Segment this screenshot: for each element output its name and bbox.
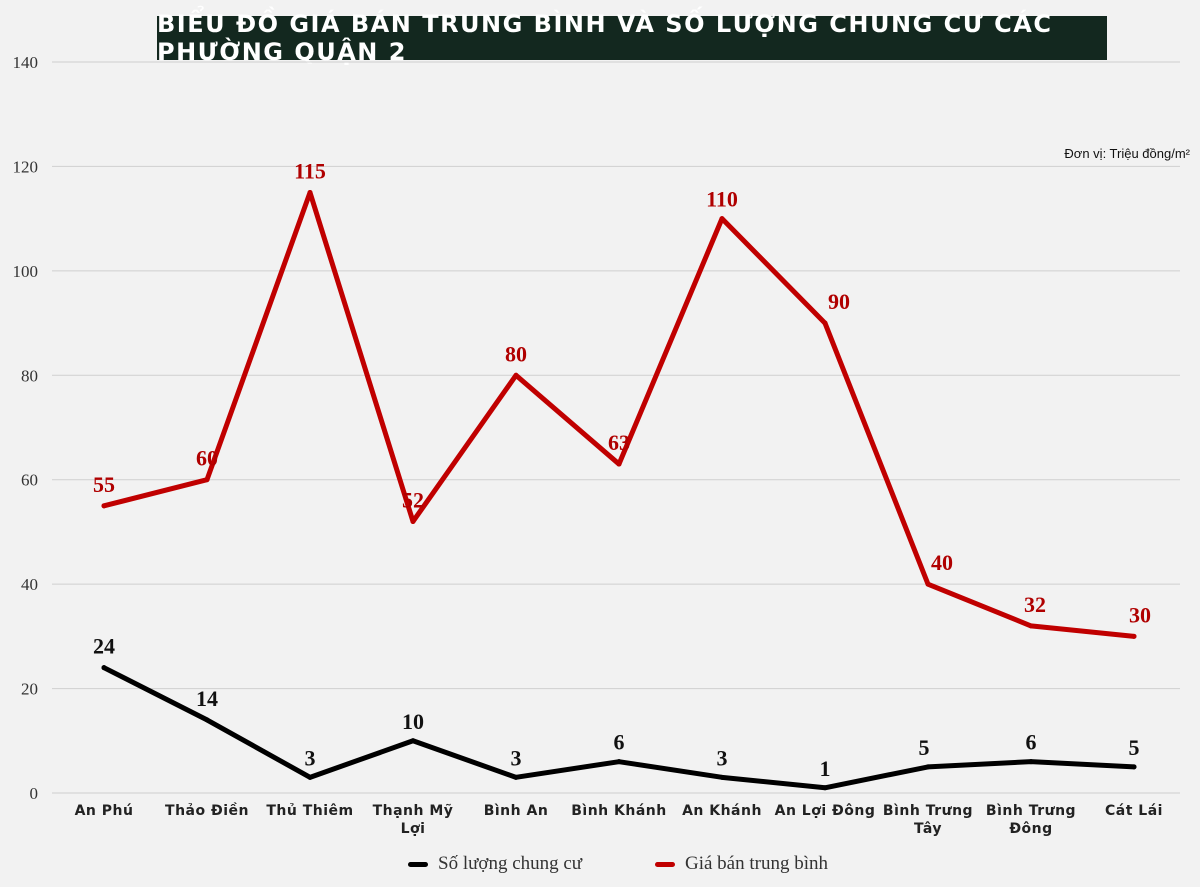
- data-point: [410, 518, 416, 524]
- data-label: 3: [305, 745, 316, 770]
- data-point: [307, 190, 313, 196]
- data-label: 6: [614, 730, 625, 755]
- y-tick-label: 120: [13, 157, 39, 176]
- data-point: [925, 581, 931, 587]
- unit-note: Đơn vị: Triệu đồng/m²: [1064, 146, 1190, 161]
- x-tick-label: Thạnh Mỹ Lợi: [373, 803, 454, 837]
- data-point: [616, 461, 622, 467]
- legend-label-price: Giá bán trung bình: [685, 853, 829, 874]
- x-tick-label: Cát Lái: [1105, 803, 1163, 819]
- legend-label-count: Số lượng chung cư: [438, 853, 583, 874]
- x-tick-label: Bình An: [484, 803, 549, 819]
- data-label: 110: [706, 187, 738, 212]
- data-point: [719, 216, 725, 222]
- data-label: 10: [402, 709, 424, 734]
- data-point: [1131, 764, 1137, 770]
- y-tick-label: 80: [21, 366, 38, 385]
- x-tick-label: Bình Khánh: [571, 803, 666, 819]
- data-label: 52: [402, 487, 424, 512]
- data-point: [1028, 623, 1034, 629]
- data-point: [719, 774, 725, 780]
- data-label: 5: [1129, 735, 1140, 760]
- data-label: 55: [93, 472, 115, 497]
- data-point: [1131, 633, 1137, 639]
- data-label: 80: [505, 341, 527, 366]
- y-tick-label: 40: [21, 575, 38, 594]
- legend-item-count: Số lượng chung cư: [408, 853, 582, 875]
- data-point: [513, 774, 519, 780]
- data-label: 115: [294, 159, 326, 184]
- x-tick-label: Thảo Điền: [165, 802, 249, 819]
- series-line-0: [101, 665, 1137, 791]
- x-tick-label: Thủ Thiêm: [266, 803, 353, 819]
- data-label: 63: [608, 430, 630, 455]
- x-tick-label: Bình Trưng Tây: [883, 803, 973, 837]
- legend-swatch-count: [408, 861, 428, 867]
- data-label: 40: [931, 550, 953, 575]
- data-label: 3: [511, 745, 522, 770]
- data-label: 60: [196, 446, 218, 471]
- data-label: 24: [93, 634, 115, 659]
- data-label: 5: [919, 735, 930, 760]
- data-label: 3: [717, 745, 728, 770]
- legend-item-price: Giá bán trung bình: [655, 853, 828, 875]
- y-tick-label: 20: [21, 680, 38, 699]
- data-point: [410, 738, 416, 744]
- data-point: [307, 774, 313, 780]
- x-tick-label: An Lợi Đông: [775, 803, 876, 819]
- y-tick-label: 60: [21, 471, 38, 490]
- data-label: 32: [1024, 592, 1046, 617]
- data-label: 14: [196, 686, 218, 711]
- x-tick-label: An Khánh: [682, 803, 762, 819]
- data-point: [204, 477, 210, 483]
- data-label: 30: [1129, 602, 1151, 627]
- legend: Số lượng chung cư Giá bán trung bình: [0, 853, 1200, 879]
- data-label: 90: [828, 289, 850, 314]
- y-tick-label: 140: [13, 53, 39, 72]
- data-point: [822, 785, 828, 791]
- data-point: [1028, 759, 1034, 765]
- x-tick-label: Bình Trưng Đông: [986, 803, 1076, 837]
- y-tick-label: 100: [13, 262, 39, 281]
- data-point: [925, 764, 931, 770]
- data-point: [513, 372, 519, 378]
- data-label: 1: [820, 756, 831, 781]
- data-point: [101, 503, 107, 509]
- series-line-1: [101, 190, 1137, 639]
- data-point: [822, 320, 828, 326]
- legend-swatch-price: [655, 861, 675, 867]
- y-tick-label: 0: [30, 784, 39, 803]
- data-point: [204, 717, 210, 723]
- data-point: [616, 759, 622, 765]
- x-tick-label: An Phú: [75, 803, 134, 819]
- data-label: 6: [1026, 730, 1037, 755]
- data-point: [101, 665, 107, 671]
